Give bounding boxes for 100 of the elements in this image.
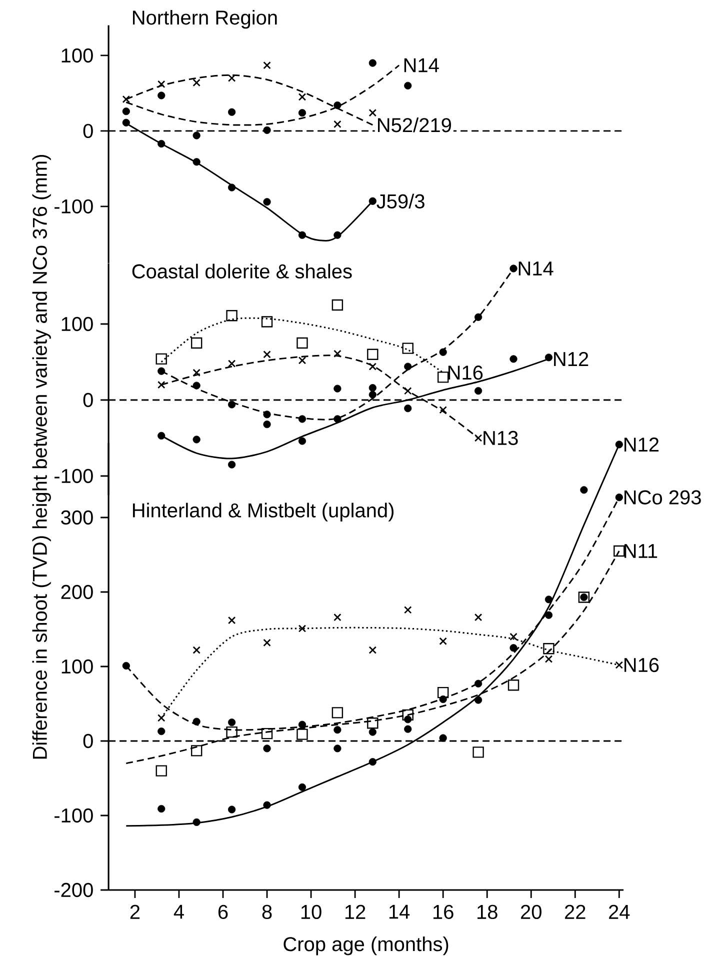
point: [158, 728, 166, 736]
point: [228, 718, 236, 726]
point: [193, 382, 201, 390]
series-label: NCo 293: [624, 490, 702, 504]
x-tick-label: 20: [521, 904, 542, 920]
point: [263, 638, 272, 647]
point: [122, 118, 130, 126]
point: [156, 765, 168, 776]
point: [404, 606, 412, 614]
series-label: N16: [624, 658, 659, 672]
point: [334, 384, 342, 392]
y-tick-label: 100: [62, 659, 94, 674]
point: [369, 728, 377, 736]
point: [474, 613, 482, 622]
y-tick-label: 100: [62, 316, 94, 332]
point: [368, 646, 377, 654]
point: [158, 367, 166, 375]
point: [439, 637, 448, 646]
point: [367, 718, 378, 729]
point: [193, 158, 201, 166]
series-label: N52/219: [378, 118, 452, 132]
series-label: N12: [624, 438, 659, 452]
point: [298, 415, 306, 423]
point: [614, 545, 625, 557]
point: [439, 406, 448, 414]
point: [263, 420, 272, 428]
y-axis-title: Difference in shoot (TVD) height between variety and NCo 376 (mm): [32, 155, 52, 759]
y-tick-label: 100: [62, 48, 94, 63]
point: [474, 680, 482, 688]
point: [402, 342, 414, 354]
point: [510, 644, 518, 652]
point: [298, 437, 306, 445]
point: [263, 744, 272, 752]
point: [545, 611, 553, 619]
point: [298, 231, 306, 239]
point: [228, 400, 236, 408]
point: [334, 415, 342, 423]
x-tick-label: 12: [346, 904, 366, 919]
point: [334, 726, 342, 734]
point: [122, 95, 130, 104]
point: [510, 355, 518, 363]
point: [438, 686, 449, 698]
point: [262, 316, 273, 328]
point: [404, 404, 412, 412]
point: [228, 108, 236, 116]
series-label: N12: [554, 352, 588, 366]
point: [191, 745, 202, 756]
point: [404, 82, 412, 90]
point: [228, 360, 236, 368]
point: [263, 61, 272, 70]
point: [404, 386, 412, 395]
point: [404, 725, 412, 733]
point: [334, 231, 342, 239]
point: [228, 460, 236, 468]
point: [334, 101, 342, 110]
point: [332, 299, 344, 311]
point: [158, 380, 166, 389]
point: [228, 74, 236, 82]
point: [474, 696, 482, 704]
point: [158, 714, 166, 722]
point: [368, 362, 377, 370]
point: [368, 108, 377, 117]
point: [263, 198, 272, 206]
point: [332, 707, 344, 718]
point: [474, 434, 482, 442]
y-tick-label: 200: [62, 584, 94, 600]
x-tick-label: 22: [565, 904, 586, 919]
point: [298, 783, 306, 791]
point: [367, 348, 378, 360]
point: [122, 662, 130, 670]
point: [298, 93, 306, 101]
point: [472, 746, 484, 758]
point: [158, 92, 166, 100]
point: [510, 632, 518, 641]
point: [369, 390, 377, 398]
x-tick-label: 10: [302, 904, 322, 920]
point: [508, 680, 520, 691]
point: [158, 432, 166, 440]
x-tick-label: 6: [218, 904, 228, 920]
point: [192, 78, 201, 87]
point: [263, 126, 272, 134]
point: [580, 486, 588, 494]
point: [369, 197, 377, 205]
chart-title: Coastal dolerite & shales: [132, 264, 352, 278]
x-tick-label: 16: [434, 904, 454, 920]
point: [296, 728, 308, 740]
point: [263, 350, 272, 358]
point: [545, 354, 553, 362]
point: [615, 661, 624, 669]
point: [192, 646, 201, 654]
x-tick-label: 4: [174, 904, 184, 919]
point: [296, 337, 308, 349]
x-tick-label: 18: [478, 904, 498, 920]
point: [510, 264, 518, 272]
point: [226, 310, 238, 322]
series-label: N13: [484, 430, 518, 446]
point: [438, 372, 449, 383]
point: [440, 734, 448, 742]
point: [474, 387, 482, 395]
y-tick-label: 300: [61, 510, 94, 525]
